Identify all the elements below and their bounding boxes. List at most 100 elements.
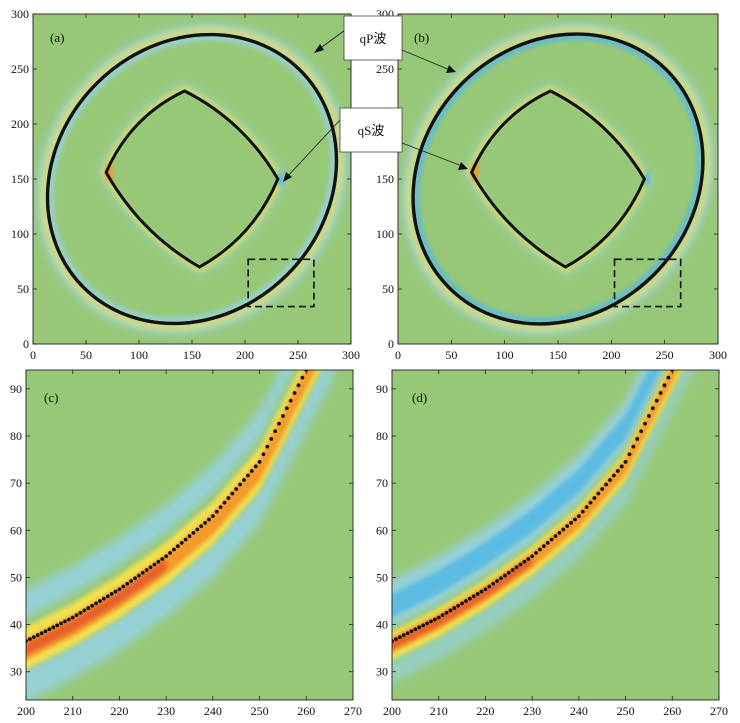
- xtick-label: 150: [549, 348, 567, 362]
- wavefront-point: [156, 559, 161, 564]
- wavefront-point: [569, 520, 573, 525]
- ytick-label: 300: [11, 7, 29, 21]
- wavefront-point: [222, 500, 227, 505]
- qs-halo-blue: [97, 81, 287, 277]
- xtick-label: 240: [570, 704, 588, 718]
- qp-wavefront: [45, 32, 339, 326]
- qs-wavefront: [469, 89, 647, 269]
- qp-halo-inner: [413, 34, 703, 324]
- wavefront-point: [576, 514, 581, 519]
- wavefront-point: [74, 613, 79, 618]
- wavefront-point: [226, 496, 231, 500]
- wavefront-point: [440, 613, 445, 618]
- wavefront-point: [483, 587, 488, 592]
- wavefront-point: [191, 530, 196, 535]
- wavefront-point: [105, 594, 110, 599]
- wavefront-point: [405, 631, 410, 636]
- wavefront-point: [600, 487, 605, 491]
- wavefront-point: [257, 460, 262, 464]
- wavefront-point: [109, 592, 114, 596]
- wavefront-point: [464, 599, 468, 603]
- wavefront-point: [86, 606, 91, 610]
- ytick-label: 40: [376, 618, 388, 632]
- wavefront-point: [214, 509, 219, 514]
- wavefront-point: [608, 478, 612, 482]
- xtick-label: 300: [709, 348, 727, 362]
- wavefront-point: [615, 469, 620, 473]
- wavefront-point: [619, 464, 624, 469]
- wavefront-point: [168, 550, 172, 555]
- ytick-label: 80: [376, 429, 388, 443]
- wavefront-point: [409, 629, 414, 634]
- xtick-label: 100: [496, 348, 514, 362]
- wavefront-point: [654, 398, 659, 403]
- cusp-right-highlight: [277, 171, 284, 187]
- qs-callout-label: qS波: [358, 123, 385, 138]
- wavefront-point: [444, 610, 449, 615]
- wavefront-points-c: [26, 370, 309, 643]
- xtick-label: 260: [297, 704, 315, 718]
- xtick-label: 240: [204, 704, 222, 718]
- wavefront-point: [296, 383, 301, 388]
- ytick-label: 90: [10, 382, 22, 396]
- ytick-label: 90: [376, 382, 388, 396]
- wavefront-point: [553, 534, 558, 539]
- panel-label-b: (b): [414, 30, 429, 45]
- wavefront-point: [63, 619, 67, 624]
- axes-frame-d: [391, 369, 720, 701]
- ytick-label: 50: [376, 570, 388, 584]
- xtick-label: 200: [236, 348, 254, 362]
- wavefront-point: [506, 570, 511, 575]
- wavefront-point: [136, 573, 141, 578]
- wavefront-point: [27, 637, 32, 642]
- wavefront-point: [662, 383, 667, 388]
- xtick-label: 250: [251, 704, 269, 718]
- wavefront-point: [499, 576, 503, 581]
- xtick-label: 250: [656, 348, 674, 362]
- xtick-label: 50: [80, 348, 92, 362]
- xtick-label: 230: [157, 704, 175, 718]
- wavefield-c: [26, 370, 335, 700]
- wavefront-point: [183, 537, 188, 542]
- ytick-label: 80: [10, 429, 22, 443]
- panel-label-c: (c): [44, 390, 58, 405]
- xtick-label: 0: [395, 348, 401, 362]
- wavefront-point: [432, 617, 437, 622]
- xtick-label: 220: [476, 704, 494, 718]
- wavefront-point: [300, 375, 305, 380]
- callouts: qP波 qS波: [283, 15, 468, 182]
- wavefront-point: [479, 589, 484, 594]
- wavefront-point: [148, 565, 153, 570]
- qs-arrow-line-a: [286, 119, 341, 178]
- wavefront-point: [397, 635, 402, 640]
- wavefront-point: [392, 639, 394, 643]
- wavefront-point: [584, 505, 589, 510]
- xtick-label: 150: [183, 348, 201, 362]
- wavefront-point: [639, 429, 644, 434]
- band-orange: [392, 370, 679, 653]
- wavefront-point: [187, 534, 192, 539]
- xtick-label: 250: [289, 348, 307, 362]
- wavefront-point: [242, 478, 246, 482]
- panel-d: 200 210 220 230 240 250 260 270 30 40 50 60 70 80 90 (…: [376, 369, 728, 718]
- wavefront-point: [160, 557, 165, 561]
- wavefront-point: [249, 469, 254, 473]
- xtick-label: 210: [430, 704, 448, 718]
- xtick-label: 210: [64, 704, 82, 718]
- wavefront-point: [253, 464, 258, 469]
- wavefront-point: [643, 421, 647, 426]
- qp-callout-box: [343, 15, 403, 61]
- wavefront-point: [658, 391, 663, 395]
- wavefront-point: [522, 559, 527, 564]
- wavefront-point: [175, 544, 180, 549]
- wavefront-point: [218, 505, 223, 510]
- qs-arrow-line-b: [401, 142, 463, 167]
- wavefront-point: [133, 576, 137, 581]
- ticks-d: 200 210 220 230 240 250 260 270 30 40 50 60 70 80 90: [376, 369, 728, 718]
- wavefront-point: [436, 615, 441, 620]
- wavefront-point: [538, 547, 542, 552]
- wavefront-point: [429, 619, 433, 624]
- wavefront-point: [269, 437, 274, 441]
- band-red: [26, 558, 167, 656]
